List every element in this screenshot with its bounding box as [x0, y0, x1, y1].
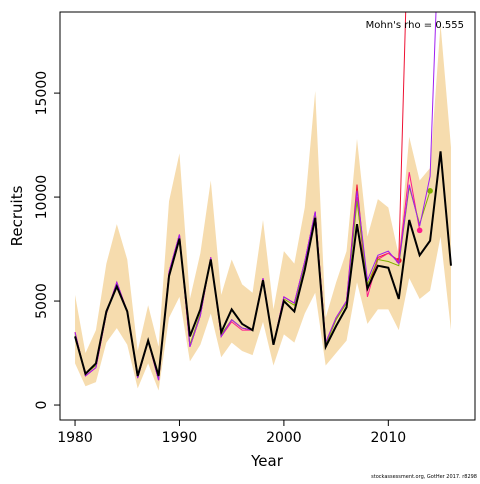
y-tick-label: 15000	[34, 71, 50, 116]
confidence-band	[75, 24, 451, 391]
annotation: Mohn's rho = 0.555	[366, 20, 464, 31]
x-tick-label: 2000	[266, 430, 302, 446]
x-tick-label: 2010	[371, 430, 407, 446]
series-line	[74, 151, 452, 377]
plot-area	[74, 12, 452, 391]
x-axis-label: Year	[250, 452, 284, 470]
y-tick-label: 10000	[34, 175, 50, 220]
x-tick-label: 1990	[162, 430, 198, 446]
y-tick-label: 5000	[34, 283, 50, 319]
y-tick-label: 0	[34, 401, 50, 410]
peel-point	[427, 188, 433, 194]
x-tick-label: 1980	[57, 430, 93, 446]
peel-point	[416, 227, 423, 234]
y-axis-label: Recruits	[8, 185, 26, 246]
footer: stockassessment.org, GotHer 2017. r8298	[371, 474, 477, 480]
plot-frame	[59, 11, 476, 421]
